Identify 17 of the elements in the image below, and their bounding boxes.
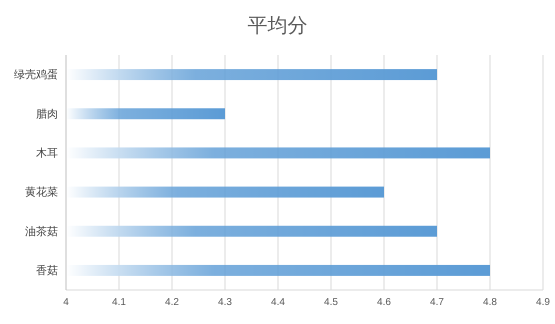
y-tick-label: 黄花菜	[25, 186, 58, 199]
y-tick-label: 木耳	[36, 146, 58, 160]
x-tick-label: 4.2	[165, 297, 180, 308]
x-tick-label: 4.8	[483, 297, 498, 308]
x-tick-label: 4.7	[430, 297, 444, 308]
y-tick-label: 腊肉	[36, 108, 58, 120]
x-tick-label: 4.5	[324, 297, 338, 308]
chart-title: 平均分	[248, 13, 308, 37]
x-tick-label: 4.9	[536, 297, 550, 308]
y-tick-label: 绿壳鸡蛋	[14, 68, 58, 82]
y-tick-label: 香菇	[36, 264, 58, 277]
y-tick-label: 油茶菇	[25, 224, 58, 238]
x-tick-label: 4.1	[112, 297, 126, 308]
x-tick-label: 4.4	[271, 297, 286, 308]
x-tick-label: 4.6	[377, 297, 392, 308]
x-tick-label: 4.3	[218, 297, 232, 308]
x-tick-label: 4	[63, 297, 70, 308]
